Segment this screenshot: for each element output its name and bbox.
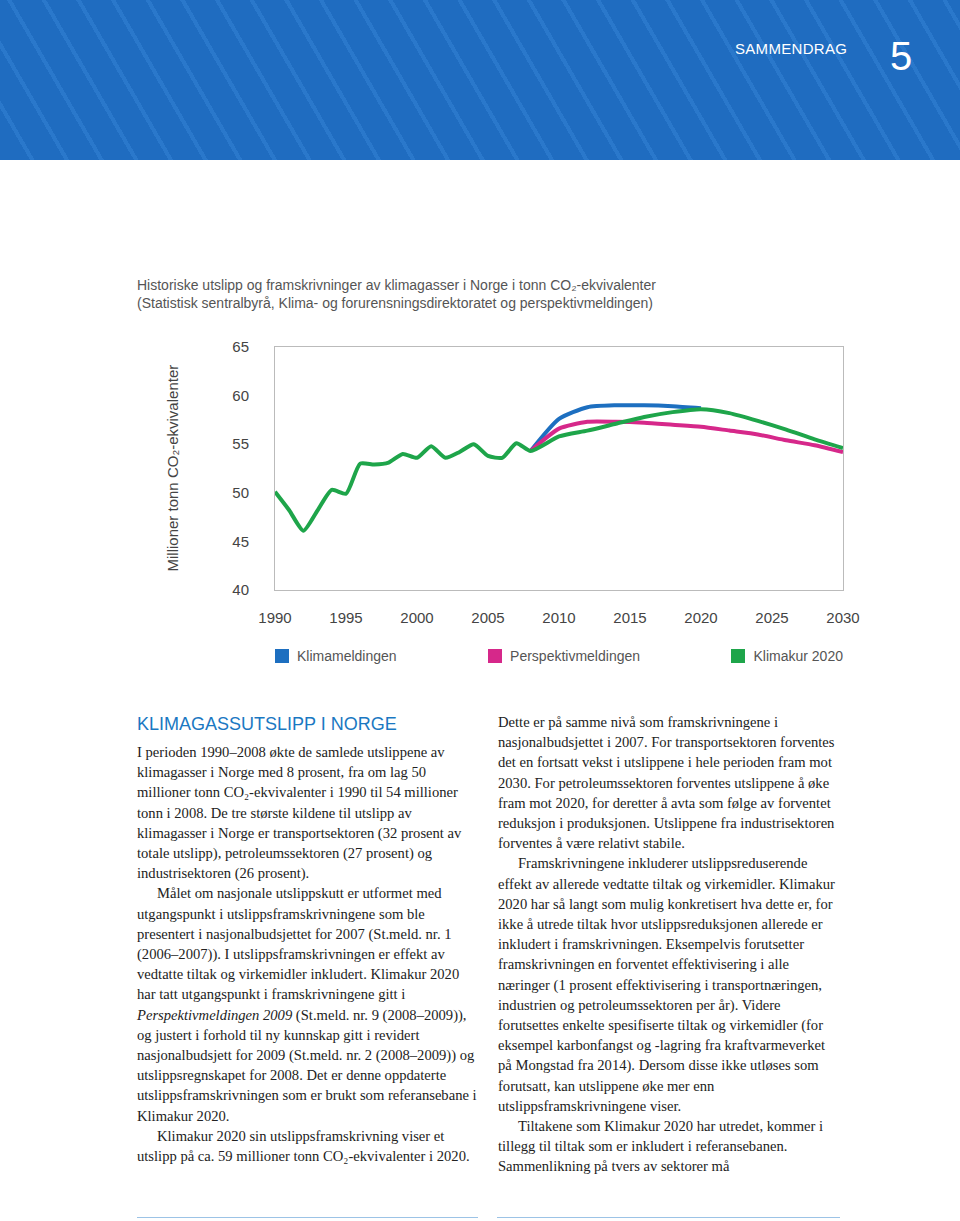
html-text:I perioden 1990–2008 økte de s: I perioden 1990–2008 økte de samlede uts… [137, 744, 462, 882]
html-text:Klimakur 2020 sin utslippsfram: Klimakur 2020 sin utslippsframskrivning … [137, 714, 835, 1165]
html-text:Tiltakene som Klimakur 2020 ha: Tiltakene som Klimakur 2020 har utredet,… [498, 1118, 824, 1175]
html-text:Målet om nasjonale utslippskut: Målet om nasjonale utslippskutt er utfor… [137, 885, 460, 1003]
svg-text:55: 55 [232, 435, 249, 452]
html-text:SAMMENDRAG: SAMMENDRAG [735, 40, 848, 57]
svg-text:2030: 2030 [826, 609, 859, 626]
html-text:5: 5 [890, 34, 913, 78]
svg-text:2000: 2000 [400, 609, 433, 626]
svg-text:1990: 1990 [258, 609, 291, 626]
html-text:Klimameldingen: Klimameldingen [297, 648, 397, 664]
svg-text:40: 40 [232, 581, 249, 598]
html-text:Framskrivningene inkluderer ut: Framskrivningene inkluderer utslippsredu… [498, 855, 835, 1114]
svg-text:2010: 2010 [542, 609, 575, 626]
html-text:(Statistisk sentralbyrå, Klima: (Statistisk sentralbyrå, Klima- og forur… [137, 295, 653, 311]
svg-text:2015: 2015 [613, 609, 646, 626]
svg-text:50: 50 [232, 484, 249, 501]
svg-text:1995: 1995 [329, 609, 362, 626]
html-text:KLIMAGASSUTSLIPP I NORGE: KLIMAGASSUTSLIPP I NORGE [137, 714, 397, 734]
svg-text:45: 45 [232, 533, 249, 550]
svg-text:2005: 2005 [471, 609, 504, 626]
html-text:Perspektivmeldingen: Perspektivmeldingen [510, 648, 640, 664]
html-text:Perspektivmeldingen 2009 (St.m: Perspektivmeldingen 2009 (St.meld. nr. 9… [137, 1006, 477, 1124]
svg-text:60: 60 [232, 387, 249, 404]
svg-text:Millioner tonn CO₂-ekvivalente: Millioner tonn CO₂-ekvivalenter [164, 365, 181, 572]
svg-text:65: 65 [232, 338, 249, 355]
svg-text:2025: 2025 [755, 609, 788, 626]
svg-text:2020: 2020 [684, 609, 717, 626]
html-text:Klimakur 2020: Klimakur 2020 [753, 648, 843, 664]
html-text:Historiske utslipp og framskri: Historiske utslipp og framskrivninger av… [137, 277, 656, 293]
